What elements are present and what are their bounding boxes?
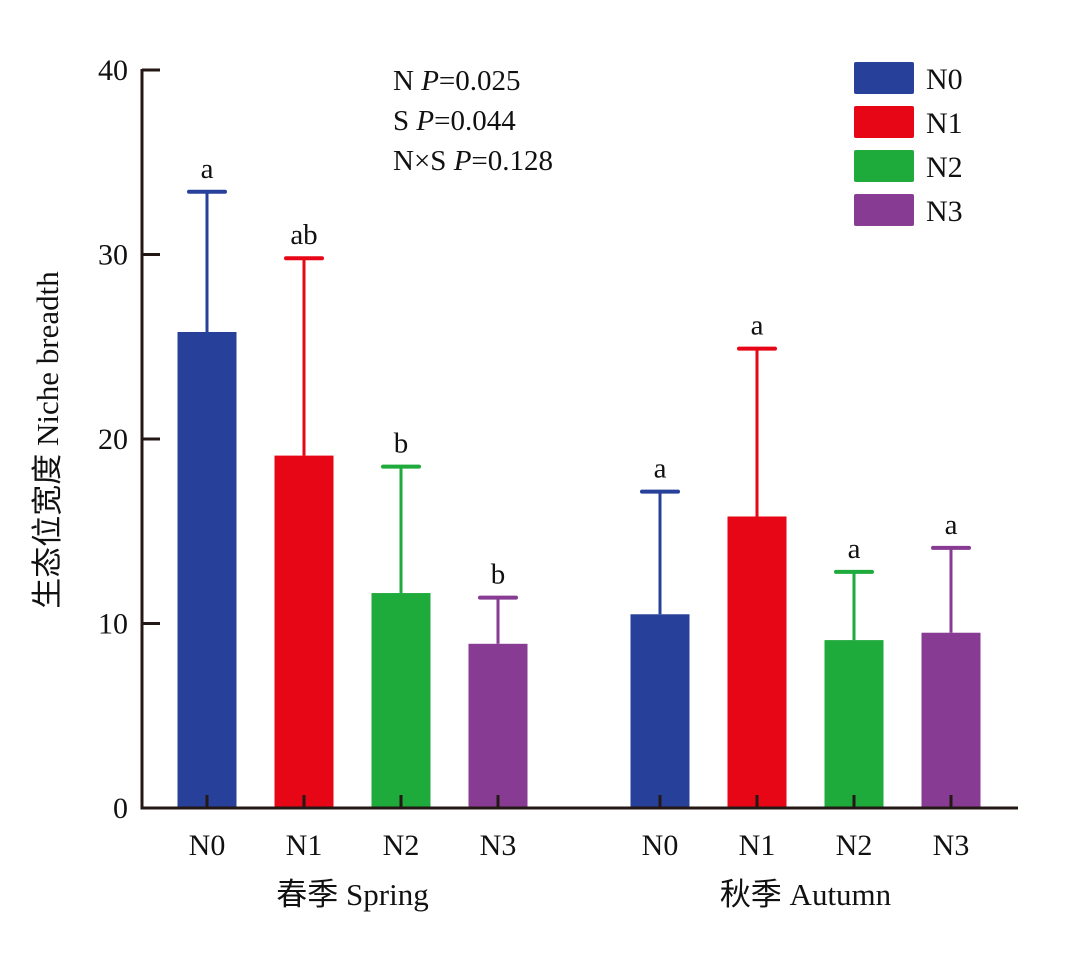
bar-n1-group0 — [274, 455, 334, 808]
y-tick-label: 10 — [98, 608, 128, 641]
legend-label-n3: N3 — [926, 195, 963, 228]
group-label: 秋季 Autumn — [720, 877, 892, 912]
x-tick-label: N1 — [286, 829, 323, 862]
significance-letter: ab — [290, 219, 317, 251]
legend-swatch-n1 — [854, 106, 914, 138]
legend-swatch-n2 — [854, 150, 914, 182]
stat-factor: N — [393, 65, 421, 97]
x-tick-label: N3 — [480, 829, 517, 862]
stat-factor: N×S — [393, 145, 454, 177]
legend-swatch-n3 — [854, 194, 914, 226]
y-tick-label: 0 — [113, 792, 128, 825]
legend-label-n2: N2 — [926, 151, 963, 184]
stat-line: S P=0.044 — [393, 105, 516, 137]
significance-letter: a — [654, 453, 667, 485]
significance-letter: a — [848, 533, 861, 565]
significance-letter: a — [751, 310, 764, 342]
stat-p-value: =0.025 — [439, 65, 521, 97]
stat-p-symbol: P — [415, 105, 434, 137]
bar-n1-group1 — [727, 516, 787, 808]
x-tick-label: N2 — [383, 829, 420, 862]
axes-layer — [140, 68, 1018, 810]
bar-n3-group1 — [921, 632, 981, 808]
stat-p-symbol: P — [453, 145, 472, 177]
significance-letter: b — [491, 559, 506, 591]
stat-p-symbol: P — [420, 65, 439, 97]
stat-p-value: =0.128 — [471, 145, 553, 177]
x-tick-label: N0 — [642, 829, 679, 862]
legend-label-n0: N0 — [926, 63, 963, 96]
y-axis-title: 生态位宽度 Niche breadth — [30, 271, 65, 609]
legend-swatch-n0 — [854, 62, 914, 94]
bar-n0-group1 — [630, 614, 690, 808]
stat-p-value: =0.044 — [434, 105, 516, 137]
bar-n3-group0 — [468, 643, 528, 808]
y-tick-label: 20 — [98, 423, 128, 456]
significance-letter: b — [394, 428, 409, 460]
legend-label-n1: N1 — [926, 107, 963, 140]
stat-line: N×S P=0.128 — [393, 145, 553, 177]
significance-letter: a — [945, 509, 958, 541]
x-tick-label: N3 — [933, 829, 970, 862]
x-tick-label: N1 — [739, 829, 776, 862]
bar-n2-group0 — [371, 593, 431, 808]
y-tick-label: 30 — [98, 239, 128, 272]
legend: N0 N1 N2 N3 — [854, 62, 963, 228]
x-tick-label: N0 — [189, 829, 226, 862]
significance-letter: a — [201, 153, 214, 185]
bar-n0-group0 — [177, 331, 237, 808]
x-tick-label: N2 — [836, 829, 873, 862]
stat-factor: S — [393, 105, 416, 137]
bar-n2-group1 — [824, 640, 884, 808]
stat-line: N P=0.025 — [393, 65, 521, 97]
group-label: 春季 Spring — [276, 877, 428, 912]
y-tick-label: 40 — [98, 54, 128, 87]
bars-layer — [177, 189, 981, 808]
